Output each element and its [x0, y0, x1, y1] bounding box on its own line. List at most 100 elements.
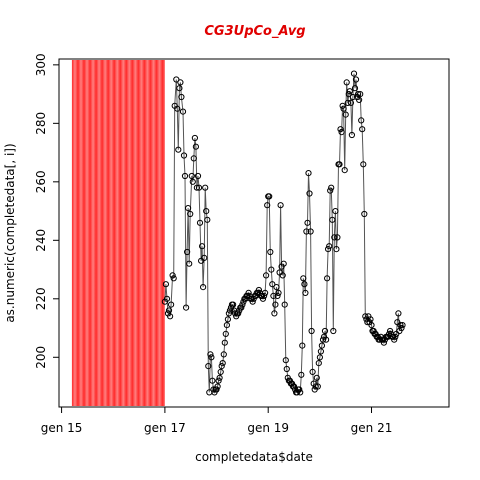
data-point	[283, 365, 290, 373]
series-points	[161, 70, 406, 396]
data-point	[345, 91, 352, 98]
data-point	[392, 333, 399, 340]
data-point	[338, 129, 345, 136]
y-tick-label: 200	[34, 346, 48, 369]
data-point	[303, 228, 310, 235]
data-point	[307, 228, 314, 235]
data-point	[329, 216, 336, 223]
data-point	[261, 292, 268, 299]
data-point	[201, 254, 208, 261]
data-point	[176, 85, 183, 92]
data-point	[387, 327, 394, 335]
data-point	[179, 108, 187, 115]
data-point	[223, 322, 230, 329]
data-point	[210, 386, 217, 393]
data-point	[356, 96, 363, 104]
data-point	[397, 322, 404, 329]
data-point	[214, 383, 221, 390]
x-tick-label: gen 15	[41, 421, 83, 435]
data-point	[308, 327, 315, 335]
data-point	[317, 348, 324, 355]
y-tick-label: 300	[34, 53, 48, 76]
data-point	[326, 243, 333, 250]
data-point	[168, 301, 175, 308]
data-point	[190, 155, 197, 162]
data-point	[216, 374, 223, 381]
data-point	[184, 248, 191, 256]
data-point	[304, 219, 311, 226]
data-point	[298, 371, 305, 378]
data-point	[187, 210, 194, 218]
data-point	[398, 324, 405, 332]
data-point	[183, 304, 190, 311]
data-point	[272, 301, 279, 308]
data-point	[301, 281, 308, 288]
y-tick-label: 260	[34, 170, 48, 193]
data-point	[367, 316, 374, 323]
data-point	[200, 284, 207, 291]
data-point	[177, 79, 184, 86]
data-point	[380, 339, 387, 346]
data-point	[316, 354, 323, 361]
data-point	[360, 161, 367, 168]
data-point	[266, 193, 273, 200]
data-point	[173, 76, 180, 83]
y-axis: 200 220 240 260 280 300	[34, 53, 60, 369]
data-point	[312, 383, 319, 390]
data-point	[225, 310, 232, 317]
data-point	[219, 360, 226, 367]
data-point	[342, 111, 349, 118]
data-point	[341, 167, 348, 174]
y-tick-label: 220	[34, 287, 48, 310]
data-point	[332, 208, 339, 215]
chart-title: CG3UpCo_Avg	[204, 24, 305, 39]
data-point	[226, 307, 234, 314]
data-point	[359, 126, 366, 133]
data-point	[399, 322, 406, 329]
y-tick-label: 280	[34, 112, 48, 135]
data-point	[331, 234, 338, 241]
data-point	[302, 289, 309, 296]
data-point	[323, 336, 330, 343]
data-point	[391, 336, 398, 343]
data-point	[325, 246, 332, 253]
data-point	[199, 243, 206, 250]
data-point	[333, 246, 340, 253]
data-point	[362, 313, 369, 320]
data-point	[221, 339, 228, 346]
data-point	[207, 351, 214, 358]
data-point	[235, 310, 242, 317]
data-point	[328, 184, 335, 191]
data-point	[174, 105, 181, 112]
data-point	[319, 336, 327, 343]
data-point	[274, 292, 281, 299]
data-point	[275, 289, 282, 296]
data-point	[169, 272, 176, 279]
data-point	[277, 202, 284, 209]
data-point	[352, 76, 360, 83]
data-point	[249, 298, 256, 305]
data-point	[313, 374, 320, 381]
data-point	[346, 88, 353, 95]
data-point	[355, 91, 362, 98]
data-point	[340, 105, 347, 112]
data-point	[358, 117, 365, 124]
data-point	[230, 301, 237, 308]
data-point	[348, 131, 355, 139]
data-point	[299, 342, 306, 349]
data-point	[215, 377, 222, 384]
data-point	[327, 187, 334, 194]
data-point	[281, 301, 288, 308]
data-point	[224, 316, 231, 323]
data-point	[330, 327, 337, 335]
data-point	[189, 178, 196, 185]
data-point	[300, 275, 307, 282]
data-point	[205, 363, 212, 370]
data-point	[262, 289, 269, 296]
data-point	[290, 383, 298, 390]
highlight-band	[71, 60, 165, 406]
data-point	[259, 295, 267, 302]
data-point	[178, 93, 185, 101]
data-point	[196, 219, 204, 226]
